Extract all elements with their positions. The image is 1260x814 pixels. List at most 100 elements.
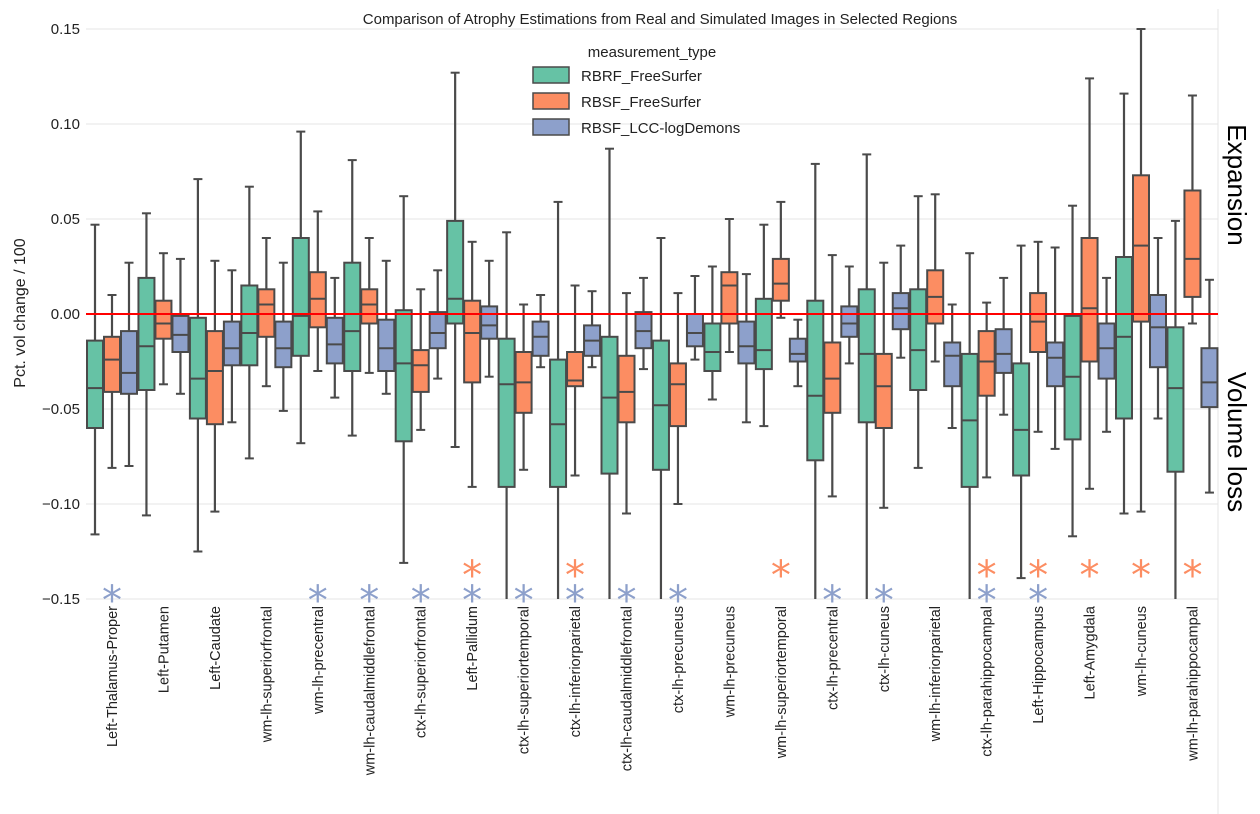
box-iqr <box>685 313 704 348</box>
box-RBSF_LCC-logDemons-Left-Pallidum <box>480 259 499 378</box>
box-iqr <box>1012 362 1031 477</box>
box-iqr <box>497 337 516 488</box>
box-iqr <box>754 297 773 371</box>
significance-star: * <box>1080 553 1100 599</box>
box-iqr <box>205 330 224 426</box>
box-RBSF_FreeSurfer-Left-Amygdala <box>1080 77 1099 490</box>
y-tick-label: −0.10 <box>42 496 80 513</box>
box-iqr <box>874 352 893 429</box>
box-RBSF_LCC-logDemons-wm-lh-inferiorparietal <box>943 303 962 429</box>
x-tick-label: ctx-lh-precentral <box>825 606 841 710</box>
y-tick-label: −0.15 <box>42 591 80 608</box>
significance-star: * <box>1182 553 1202 599</box>
significance-star: * <box>411 578 431 624</box>
x-tick-label: wm-lh-parahippocampal <box>1185 606 1201 762</box>
box-iqr <box>360 288 379 325</box>
box-RBRF_FreeSurfer-wm-lh-superiorfrontal <box>240 185 259 460</box>
box-iqr <box>1046 341 1065 388</box>
significance-star: * <box>514 578 534 624</box>
box-RBSF_FreeSurfer-ctx-lh-precuneus <box>668 292 687 505</box>
box-RBRF_FreeSurfer-Left-Amygdala <box>1063 204 1082 538</box>
box-RBSF_FreeSurfer-Left-Caudate <box>205 259 224 513</box>
box-iqr <box>394 309 413 443</box>
significance-star: * <box>565 578 585 624</box>
box-RBRF_FreeSurfer-ctx-lh-superiorfrontal <box>394 195 413 564</box>
x-tick-label: ctx-lh-superiorfrontal <box>414 606 430 738</box>
box-RBSF_FreeSurfer-ctx-lh-superiorfrontal <box>411 288 430 431</box>
y-tick-label: 0.15 <box>51 21 80 38</box>
box-RBSF_LCC-logDemons-wm-lh-cuneus <box>1149 237 1167 420</box>
box-iqr <box>857 288 876 424</box>
box-iqr <box>1080 237 1099 363</box>
significance-star: * <box>617 578 637 624</box>
x-tick-label: ctx-lh-caudalmiddlefrontal <box>620 606 636 771</box>
legend-entry-label: RBSF_LCC-logDemons <box>581 120 740 137</box>
y-tick-label: 0.05 <box>51 211 80 228</box>
significance-star: * <box>1131 553 1151 599</box>
box-iqr <box>343 261 362 373</box>
box-RBRF_FreeSurfer-wm-lh-inferiorparietal <box>909 195 928 469</box>
significance-star: * <box>462 578 482 624</box>
box-RBSF_LCC-logDemons-Left-Putamen <box>171 257 190 395</box>
box-iqr <box>909 288 928 391</box>
box-RBSF_LCC-logDemons-ctx-lh-cuneus <box>891 244 910 359</box>
significance-star: * <box>822 578 842 624</box>
x-tick-label: wm-lh-superiortemporal <box>774 606 790 759</box>
box-iqr <box>788 337 807 363</box>
box-iqr <box>668 362 687 428</box>
box-RBRF_FreeSurfer-wm-lh-precentral <box>291 130 310 445</box>
box-RBRF_FreeSurfer-wm-lh-superiortemporal <box>754 223 773 428</box>
x-tick-label: wm-lh-precuneus <box>722 606 738 718</box>
significance-star: * <box>1028 553 1048 599</box>
box-RBRF_FreeSurfer-Left-Hippocampus <box>1012 244 1031 580</box>
box-RBRF_FreeSurfer-wm-lh-caudalmiddlefrontal <box>343 159 362 437</box>
legend-title: measurement_type <box>588 44 716 61</box>
box-iqr <box>240 284 259 367</box>
box-iqr <box>188 316 207 420</box>
box-iqr <box>600 335 619 475</box>
box-RBSF_LCC-logDemons-ctx-lh-superiorfrontal <box>428 269 447 380</box>
box-RBSF_FreeSurfer-wm-lh-parahippocampal <box>1183 94 1202 325</box>
y-axis-label: Pct. vol change / 100 <box>12 238 29 388</box>
box-iqr <box>617 354 636 424</box>
x-tick-label: Left-Hippocampus <box>1031 606 1047 724</box>
box-RBSF_FreeSurfer-wm-lh-cuneus <box>1132 28 1150 513</box>
box-RBRF_FreeSurfer-Left-Thalamus-Proper <box>86 223 104 536</box>
chart-title: Comparison of Atrophy Estimations from R… <box>363 11 957 28</box>
box-iqr <box>377 318 396 373</box>
box-iqr <box>720 271 739 325</box>
box-iqr <box>1200 347 1219 409</box>
box-RBSF_FreeSurfer-wm-lh-caudalmiddlefrontal <box>360 237 379 374</box>
box-RBRF_FreeSurfer-ctx-lh-caudalmiddlefrontal <box>600 147 619 599</box>
box-iqr <box>428 311 447 350</box>
x-tick-label: wm-lh-cuneus <box>1134 606 1150 697</box>
box-iqr <box>446 219 465 325</box>
y-axis-ticks: 0.15 0.10 0.05 0.00 −0.05 −0.10 −0.15 <box>42 21 80 608</box>
x-tick-label: Left-Pallidum <box>465 606 481 691</box>
box-series <box>86 28 1219 599</box>
legend-swatch <box>532 92 570 110</box>
box-RBSF_LCC-logDemons-Left-Thalamus-Proper <box>120 261 138 467</box>
box-RBRF_FreeSurfer-ctx-lh-inferiorparietal <box>549 200 568 599</box>
box-iqr <box>1149 294 1167 369</box>
box-RBSF_FreeSurfer-Left-Pallidum <box>463 240 482 488</box>
box-RBSF_LCC-logDemons-ctx-lh-parahippocampal <box>994 276 1013 416</box>
y-tick-label: 0.00 <box>51 306 80 323</box>
box-RBSF_FreeSurfer-ctx-lh-parahippocampal <box>977 301 996 479</box>
box-RBRF_FreeSurfer-ctx-lh-precuneus <box>651 237 670 599</box>
significance-star: * <box>102 578 122 624</box>
x-axis-category-labels: Left-Thalamus-Proper Left-Putamen Left-Cau… <box>105 605 1201 776</box>
box-RBSF_LCC-logDemons-Left-Caudate <box>222 269 241 424</box>
box-RBSF_LCC-logDemons-wm-lh-superiorfrontal <box>274 261 293 412</box>
box-iqr <box>120 330 138 395</box>
x-tick-label: Left-Putamen <box>156 606 172 693</box>
significance-star: * <box>668 578 688 624</box>
box-iqr <box>531 320 550 357</box>
box-iqr <box>1097 322 1116 380</box>
significance-star: * <box>977 578 997 624</box>
box-iqr <box>891 292 910 331</box>
box-RBRF_FreeSurfer-wm-lh-precuneus <box>703 265 722 401</box>
y-tick-label: 0.10 <box>51 116 80 133</box>
box-iqr <box>737 320 756 365</box>
box-RBSF_LCC-logDemons-Left-Hippocampus <box>1046 246 1065 450</box>
